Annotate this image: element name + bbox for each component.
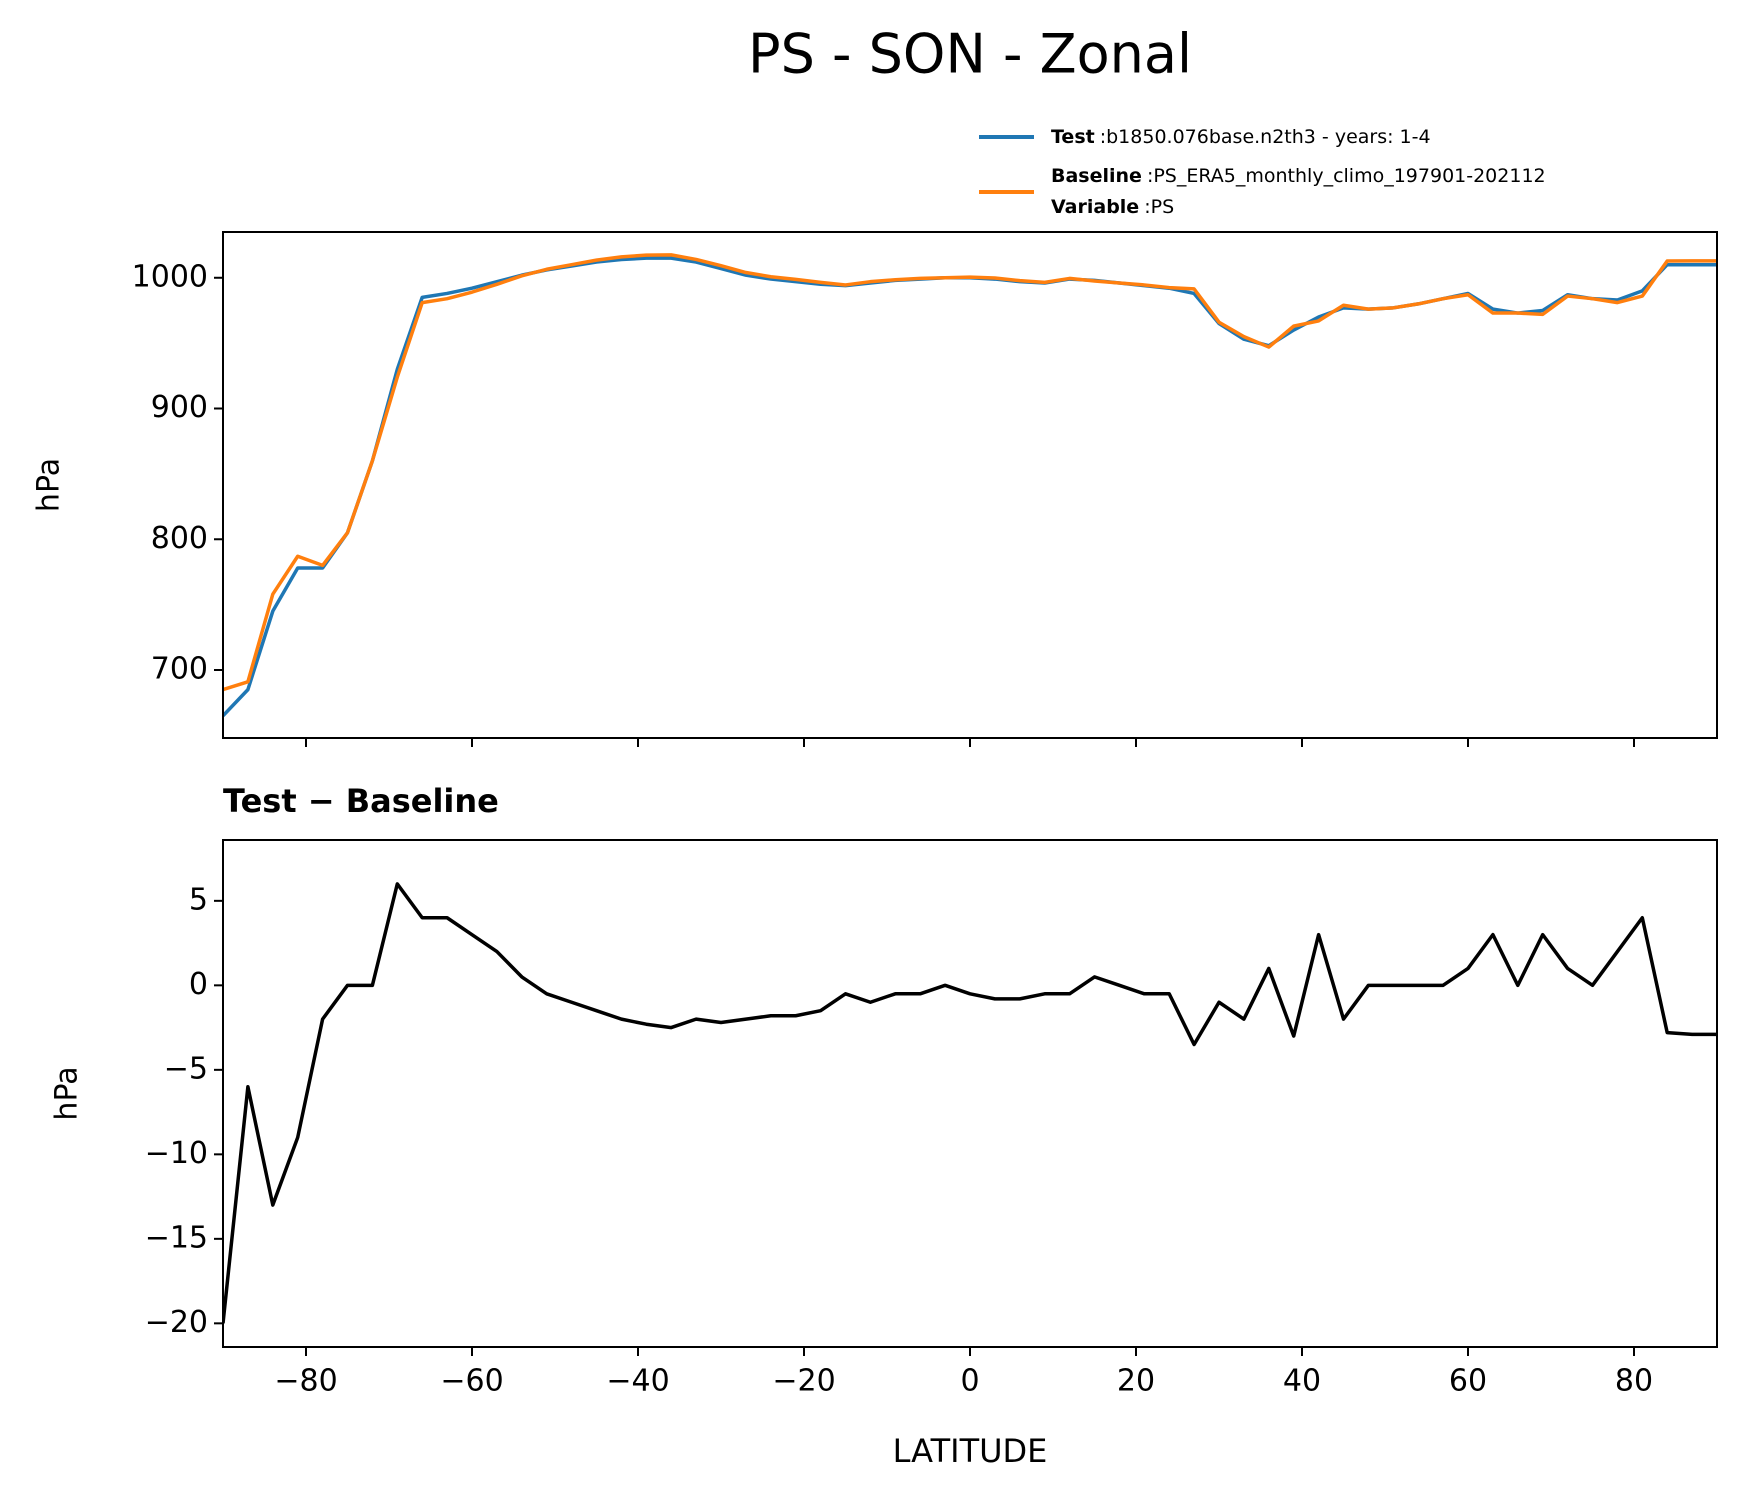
legend-text: Baseline:PS_ERA5_monthly_climo_197901-20… [1051, 165, 1546, 187]
y-tick-label: 1000 [132, 259, 208, 294]
x-tick-label: −60 [440, 1364, 503, 1399]
x-tick-label: 0 [960, 1364, 979, 1399]
legend-separator: : [1100, 126, 1106, 148]
y-tick-label: 0 [189, 967, 208, 1002]
x-tick-label: −40 [606, 1364, 669, 1399]
y-tick-label: −15 [145, 1220, 208, 1255]
legend-separator: : [1147, 165, 1153, 187]
plot-area [223, 882, 1717, 1324]
legend-name: Baseline [1051, 165, 1142, 187]
figure-title: PS - SON - Zonal [748, 23, 1192, 86]
x-tick-label: 20 [1117, 1364, 1155, 1399]
x-tick-label: 40 [1283, 1364, 1321, 1399]
legend-text: Test:b1850.076base.n2th3 - years: 1-4 [1051, 126, 1431, 148]
x-tick-label: −80 [274, 1364, 337, 1399]
plot-area [223, 253, 1717, 717]
legend-separator: : [1144, 196, 1150, 218]
legend-name: Variable [1051, 196, 1139, 218]
x-axis-label: LATITUDE [893, 1432, 1048, 1470]
legend-label: PS_ERA5_monthly_climo_197901-202112 [1153, 165, 1545, 187]
series-line [223, 253, 1717, 692]
y-tick-label: 900 [151, 390, 208, 425]
subplot-title: Test − Baseline [223, 782, 499, 820]
legend-label: PS [1151, 196, 1175, 218]
x-tick-label: −20 [772, 1364, 835, 1399]
y-tick-label: −20 [145, 1305, 208, 1340]
legend-name: Test [1051, 126, 1095, 148]
y-axis-label: hPa [50, 1066, 85, 1120]
series-line [223, 882, 1717, 1324]
legend-text: Variable:PS [1051, 196, 1174, 218]
axes-frame [222, 231, 1718, 739]
y-tick-label: 800 [151, 521, 208, 556]
x-tick-label: 60 [1449, 1364, 1487, 1399]
y-tick-label: 700 [151, 652, 208, 687]
x-tick-label: 80 [1615, 1364, 1653, 1399]
y-tick-label: 5 [189, 882, 208, 917]
legend-label: b1850.076base.n2th3 - years: 1-4 [1106, 126, 1430, 148]
y-axis-label: hPa [32, 458, 67, 512]
axes-frame [222, 839, 1718, 1348]
y-tick-label: −5 [164, 1051, 208, 1086]
y-tick-label: −10 [145, 1136, 208, 1171]
